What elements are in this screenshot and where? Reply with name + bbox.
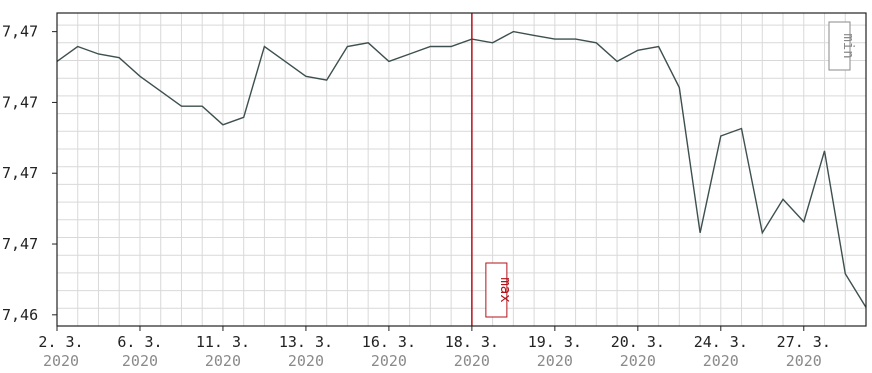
y-tick-label: 7,47 <box>2 164 38 182</box>
x-tick-label: 18. 3. <box>445 333 499 351</box>
x-tick-year-label: 2020 <box>122 352 158 370</box>
max-marker: max <box>471 13 513 326</box>
min-marker: min <box>828 21 856 71</box>
x-tick-label: 2. 3. <box>38 333 83 351</box>
x-tick-year-label: 2020 <box>454 352 490 370</box>
x-tick-year-label: 2020 <box>786 352 822 370</box>
x-tick-year-label: 2020 <box>620 352 656 370</box>
y-tick-label: 7,46 <box>2 306 38 324</box>
y-axis: 7,47 7,47 7,47 7,47 7,46 <box>2 23 57 324</box>
x-tick-label: 27. 3. <box>777 333 831 351</box>
x-tick-label: 16. 3. <box>362 333 416 351</box>
max-marker-label: max <box>497 277 513 302</box>
x-tick-label: 20. 3. <box>611 333 665 351</box>
y-tick-label: 7,47 <box>2 235 38 253</box>
min-marker-box <box>828 21 851 71</box>
y-tick-label: 7,47 <box>2 23 38 41</box>
y-tick-label: 7,47 <box>2 93 38 111</box>
series-line <box>56 30 867 308</box>
x-tick-year-label: 2020 <box>537 352 573 370</box>
x-tick-year-label: 2020 <box>43 352 79 370</box>
min-marker-label: min <box>840 33 856 58</box>
x-tick-year-label: 2020 <box>205 352 241 370</box>
x-tick-label: 6. 3. <box>117 333 162 351</box>
x-tick-label: 11. 3. <box>196 333 250 351</box>
x-tick-year-label: 2020 <box>371 352 407 370</box>
max-marker-box <box>485 262 508 318</box>
x-tick-year-label: 2020 <box>703 352 739 370</box>
plot-frame <box>56 12 867 327</box>
x-tick-label: 13. 3. <box>279 333 333 351</box>
x-tick-year-label: 2020 <box>288 352 324 370</box>
grid <box>56 13 867 327</box>
x-tick-label: 19. 3. <box>528 333 582 351</box>
x-tick-label: 24. 3. <box>694 333 748 351</box>
